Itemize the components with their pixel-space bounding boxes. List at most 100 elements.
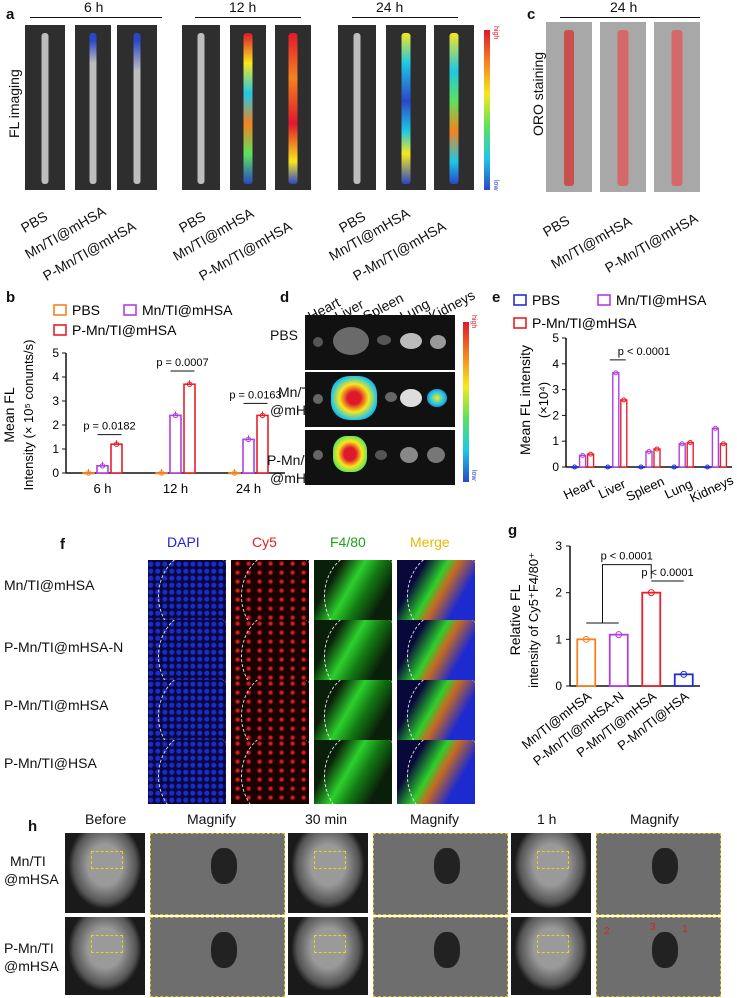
- panel-d-label: d: [280, 289, 290, 306]
- h-annotation-1: 1: [682, 924, 688, 935]
- e-legend-label: Mn/TI@mHSA: [616, 292, 707, 308]
- e-bar: [604, 466, 612, 469]
- b-point: [186, 381, 193, 387]
- h-col-magnify-2: Magnify: [410, 811, 460, 827]
- panel-h-label: h: [28, 818, 38, 835]
- f-image-r4-c2: [231, 740, 309, 804]
- h-roi-box: [91, 935, 123, 953]
- f-row-2: P-Mn/TI@mHSA-N: [4, 639, 124, 655]
- f-image-r2-c1: [148, 620, 226, 684]
- e-bar: [711, 427, 720, 468]
- fl-strip-24h-pbs: [338, 25, 376, 190]
- chart-e: 0 1 2 3 4 5 Mean FL intensity (×10⁴) Heart LiverS…: [513, 292, 736, 505]
- c-label-pbs: PBS: [540, 211, 573, 240]
- a-label-6h-pbs: PBS: [18, 207, 51, 236]
- b-xtick-label: 24 h: [236, 481, 261, 496]
- d-image-pbs: [305, 315, 455, 370]
- h-roi-box: [314, 851, 346, 869]
- b-bar: [242, 438, 255, 474]
- f-row-3: P-Mn/TI@mHSA: [4, 697, 109, 713]
- e-bar: [645, 450, 653, 468]
- b-legend-label: P-Mn/TI@mHSA: [72, 322, 177, 338]
- f-image-r3-c4: [397, 680, 475, 744]
- e-legend-swatch: [513, 317, 527, 329]
- f-row-1: Mn/TI@mHSA: [4, 577, 95, 593]
- h-col-magnify-3: Magnify: [630, 811, 680, 827]
- panel-g-label: g: [508, 522, 518, 539]
- b-bar: [228, 472, 241, 475]
- h-roi-box: [91, 851, 123, 869]
- f-row-4: P-Mn/TI@HSA: [4, 755, 97, 771]
- g-ytick-label: 3: [555, 539, 562, 553]
- b-legend-label: Mn/TI@mHSA: [142, 302, 233, 318]
- g-bar: [673, 673, 694, 687]
- g-point: [582, 635, 590, 643]
- d-colorbar-high: high: [470, 315, 477, 329]
- timepoint-6h-line: [30, 17, 162, 18]
- b-sig-label: p = 0.0163: [229, 389, 281, 401]
- h-row-1-line1: Mn/TI: [10, 853, 46, 869]
- e-bar: [578, 454, 587, 468]
- g-ytick-label: 1: [555, 632, 562, 646]
- f-outline: [324, 740, 392, 804]
- f-outline: [407, 560, 475, 624]
- e-point: [638, 464, 644, 470]
- b-bar: [169, 414, 182, 474]
- b-bar: [82, 472, 95, 475]
- h-magnified-view-r2-c2: [150, 917, 285, 997]
- h-magnified-view-r1-c2: [150, 833, 285, 915]
- f-outline: [241, 740, 309, 804]
- h-mri-slice-r1-c3: [288, 833, 368, 913]
- h-vessel-lumen: [433, 848, 460, 885]
- f-image-r1-c1: [148, 560, 226, 624]
- g-bar: [576, 638, 597, 687]
- e-point: [679, 441, 685, 447]
- h-col-1h: 1 h: [537, 811, 557, 827]
- fl-strip-6h-pbs: [25, 25, 65, 190]
- f-image-r4-c1: [148, 740, 226, 804]
- e-legend-label: P-Mn/TI@mHSA: [532, 315, 637, 331]
- oro-strip-mn: [600, 22, 646, 192]
- b-ytick-label: 2: [52, 418, 59, 432]
- e-bar: [637, 466, 645, 469]
- b-ylabel-2: Intensity (× 10⁵ conunts/s): [21, 340, 36, 491]
- e-point: [712, 425, 718, 431]
- fl-strip-6h-pmn: [117, 25, 157, 190]
- b-sig-label: p = 0.0007: [156, 357, 208, 369]
- e-bar: [678, 443, 686, 468]
- b-point: [172, 412, 179, 419]
- e-legend-swatch: [597, 294, 611, 306]
- e-ytick-label: 5: [552, 331, 559, 345]
- panel-c-label: c: [527, 6, 536, 23]
- oro-strip-pbs: [546, 22, 592, 192]
- h-mri-slice-r2-c1: [65, 917, 145, 995]
- h-mri-slice-r2-c3: [288, 917, 368, 995]
- h-magnified-view-r1-c6: [596, 833, 721, 915]
- e-point: [621, 397, 627, 403]
- f-channel-merge: Merge: [410, 534, 450, 550]
- h-roi-box: [537, 935, 569, 953]
- g-bar: [641, 591, 662, 687]
- g-point: [615, 631, 623, 639]
- b-ytick-label: 4: [52, 370, 59, 384]
- e-xtick-label: Kidneys: [687, 472, 736, 505]
- e-point: [613, 370, 619, 376]
- b-point: [113, 441, 120, 447]
- e-point: [671, 464, 677, 470]
- f-outline: [241, 680, 309, 744]
- g-point: [647, 589, 655, 597]
- g-sig-label-1: p < 0.0001: [601, 551, 653, 563]
- b-point: [245, 436, 252, 443]
- f-outline: [158, 560, 226, 624]
- b-ytick-label: 1: [52, 442, 59, 456]
- f-outline: [324, 620, 392, 684]
- b-point: [259, 412, 266, 419]
- d-row-mn-1: Mn/TI: [278, 384, 314, 400]
- fl-colorbar-high: high: [492, 26, 499, 40]
- b-legend-label: PBS: [72, 302, 100, 318]
- e-ytick-label: 4: [552, 357, 559, 371]
- g-ytick-label: 2: [555, 586, 562, 600]
- timepoint-6h: 6 h: [84, 0, 104, 15]
- timepoint-12h-line: [195, 17, 301, 18]
- b-point: [231, 470, 238, 476]
